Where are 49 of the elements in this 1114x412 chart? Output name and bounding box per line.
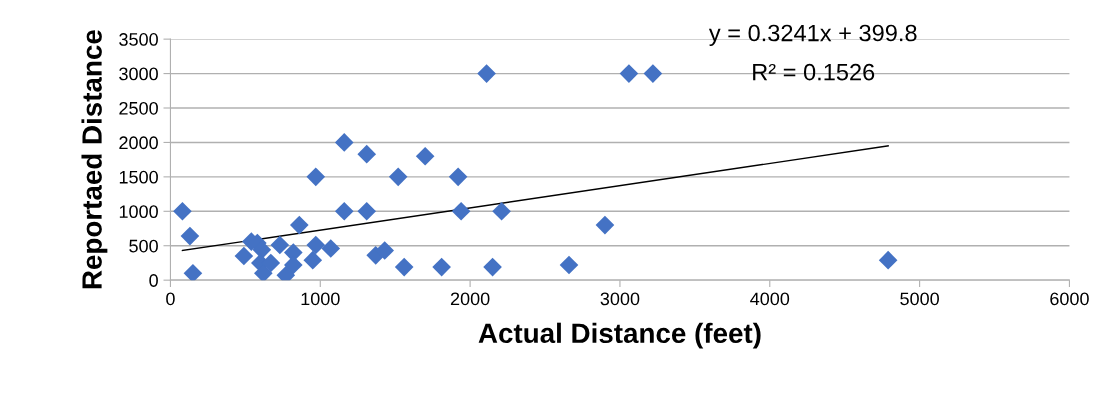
y-tick-label: 1500	[119, 170, 158, 184]
point	[306, 235, 326, 255]
x-tick-label: 4000	[750, 292, 790, 306]
point	[492, 201, 511, 221]
point	[303, 250, 323, 270]
point	[878, 250, 898, 270]
y-tick-label: 2000	[119, 136, 158, 150]
x-tick-label: 6000	[1050, 292, 1089, 306]
point	[643, 64, 663, 83]
point	[173, 201, 192, 221]
point	[357, 201, 377, 221]
y-tick-label: 1000	[119, 205, 158, 219]
x-tick-label: 1000	[301, 292, 340, 306]
point	[357, 144, 377, 164]
point	[334, 133, 354, 152]
point	[334, 201, 354, 221]
point	[234, 246, 254, 266]
point	[321, 239, 341, 258]
x-tick-label: 2000	[450, 292, 490, 306]
annotation: y = 0.3241x + 399.8	[708, 24, 917, 47]
x-tick-label: 5000	[900, 292, 939, 306]
x-axis-title: Actual Distance (feet)	[478, 322, 761, 349]
point	[483, 257, 502, 277]
point	[183, 263, 203, 281]
point	[375, 241, 395, 260]
y-tick-label: 500	[129, 239, 158, 253]
point	[415, 146, 435, 166]
point	[432, 257, 451, 277]
y-tick-label: 3500	[119, 33, 158, 46]
point	[595, 215, 615, 235]
x-tick-label: 3000	[600, 292, 640, 306]
y-axis-title: Reportaed Distance	[81, 30, 108, 289]
x-tick-label: 0	[166, 292, 175, 306]
annotation: R² = 0.1526	[753, 63, 875, 81]
point	[289, 215, 309, 235]
point	[477, 64, 496, 83]
point	[283, 255, 303, 275]
point	[451, 201, 471, 221]
point	[270, 235, 290, 255]
point	[388, 167, 408, 187]
point	[448, 167, 468, 187]
y-tick-label: 0	[149, 274, 158, 287]
y-tick-label: 3000	[119, 67, 158, 81]
point	[559, 255, 579, 275]
point	[306, 167, 326, 187]
y-tick-label: 2500	[119, 101, 158, 115]
point	[180, 226, 200, 246]
point	[394, 257, 414, 277]
point	[619, 64, 639, 83]
